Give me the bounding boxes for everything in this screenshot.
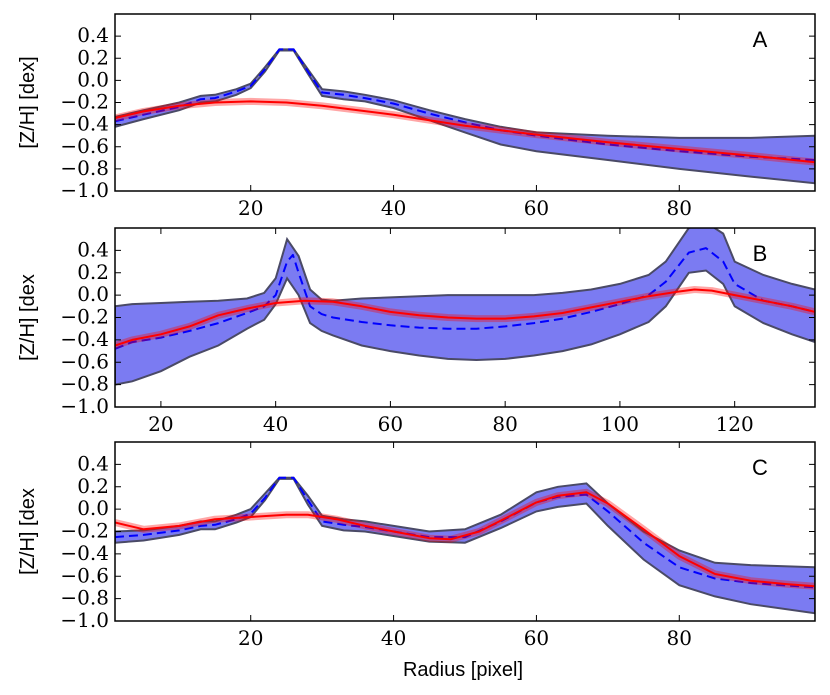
y-tick-label-c: −0.2 [60,519,109,543]
y-tick-label-a: 0.4 [77,23,109,47]
fit-line-c [115,491,815,588]
uncertainty-band-c [115,476,815,615]
x-tick-label-c: 80 [667,626,692,650]
fit-line-b [115,288,815,347]
y-tick-label-b: −1.0 [60,394,109,418]
y-tick-label-a: −0.4 [60,112,109,136]
y-tick-label-a: −0.8 [60,156,109,180]
y-tick-label-b: −0.4 [60,327,109,351]
uncertainty-band-a [115,48,815,185]
uncertainty-band-b [115,228,815,386]
y-tick-label-c: −0.4 [60,541,109,565]
panel-c: −1.0−0.8−0.6−0.4−0.20.00.20.4 20 40 60 80 [Z/… [17,441,816,650]
y-tick-label-a: 0.0 [77,67,109,91]
x-tick-label-a: 20 [238,196,263,220]
x-tick-label-b: 40 [263,412,288,436]
panel-letter-a: A [753,27,768,52]
median-line-a [115,48,815,161]
panel-a: −1.0−0.8−0.6−0.4−0.20.00.20.4 20 40 60 80 [Z/… [17,13,816,220]
x-tick-label-b: 120 [716,412,754,436]
y-tick-label-c: −1.0 [60,608,109,632]
x-tick-label-b: 20 [148,412,173,436]
y-tick-label-a: 0.2 [77,45,109,69]
y-tick-label-c: 0.2 [77,474,109,498]
y-axis-title-c: [Z/H] [dex [17,488,39,575]
x-axis-title: Radius [pixel] [403,659,523,681]
x-tick-label-c: 20 [238,626,263,650]
y-tick-label-c: 0.0 [77,496,109,520]
fit-line-a [115,100,815,164]
x-tick-label-a: 60 [524,196,549,220]
y-tick-label-a: −0.2 [60,90,109,114]
y-tick-label-b: 0.0 [77,282,109,306]
y-axis-title-a: [Z/H] [dex] [17,56,39,148]
x-tick-label-b: 80 [492,412,517,436]
panel-b: −1.0−0.8−0.6−0.4−0.20.00.20.4 20 40 60 80 100… [17,227,816,436]
y-tick-label-b: −0.8 [60,372,109,396]
y-tick-label-b: −0.6 [60,349,109,373]
plot-area-c [115,476,815,615]
x-tick-label-c: 60 [524,626,549,650]
median-line-b [115,247,815,350]
y-tick-label-c: −0.8 [60,586,109,610]
x-tick-label-a: 80 [667,196,692,220]
x-tick-label-b: 100 [601,412,639,436]
y-tick-label-c: 0.4 [77,451,109,475]
y-tick-label-a: −1.0 [60,178,109,202]
y-tick-label-c: −0.6 [60,563,109,587]
y-tick-label-b: 0.4 [77,237,109,261]
y-tick-label-a: −0.6 [60,134,109,158]
x-tick-label-c: 40 [381,626,406,650]
y-tick-label-b: 0.2 [77,260,109,284]
plot-area-b [115,228,815,386]
y-tick-label-b: −0.2 [60,305,109,329]
y-axis-title-b: [Z/H] [dex [17,274,39,361]
panel-letter-b: B [753,241,768,266]
x-tick-label-b: 60 [378,412,403,436]
plot-area-a [115,48,815,185]
x-tick-label-a: 40 [381,196,406,220]
panel-letter-c: C [752,455,768,480]
